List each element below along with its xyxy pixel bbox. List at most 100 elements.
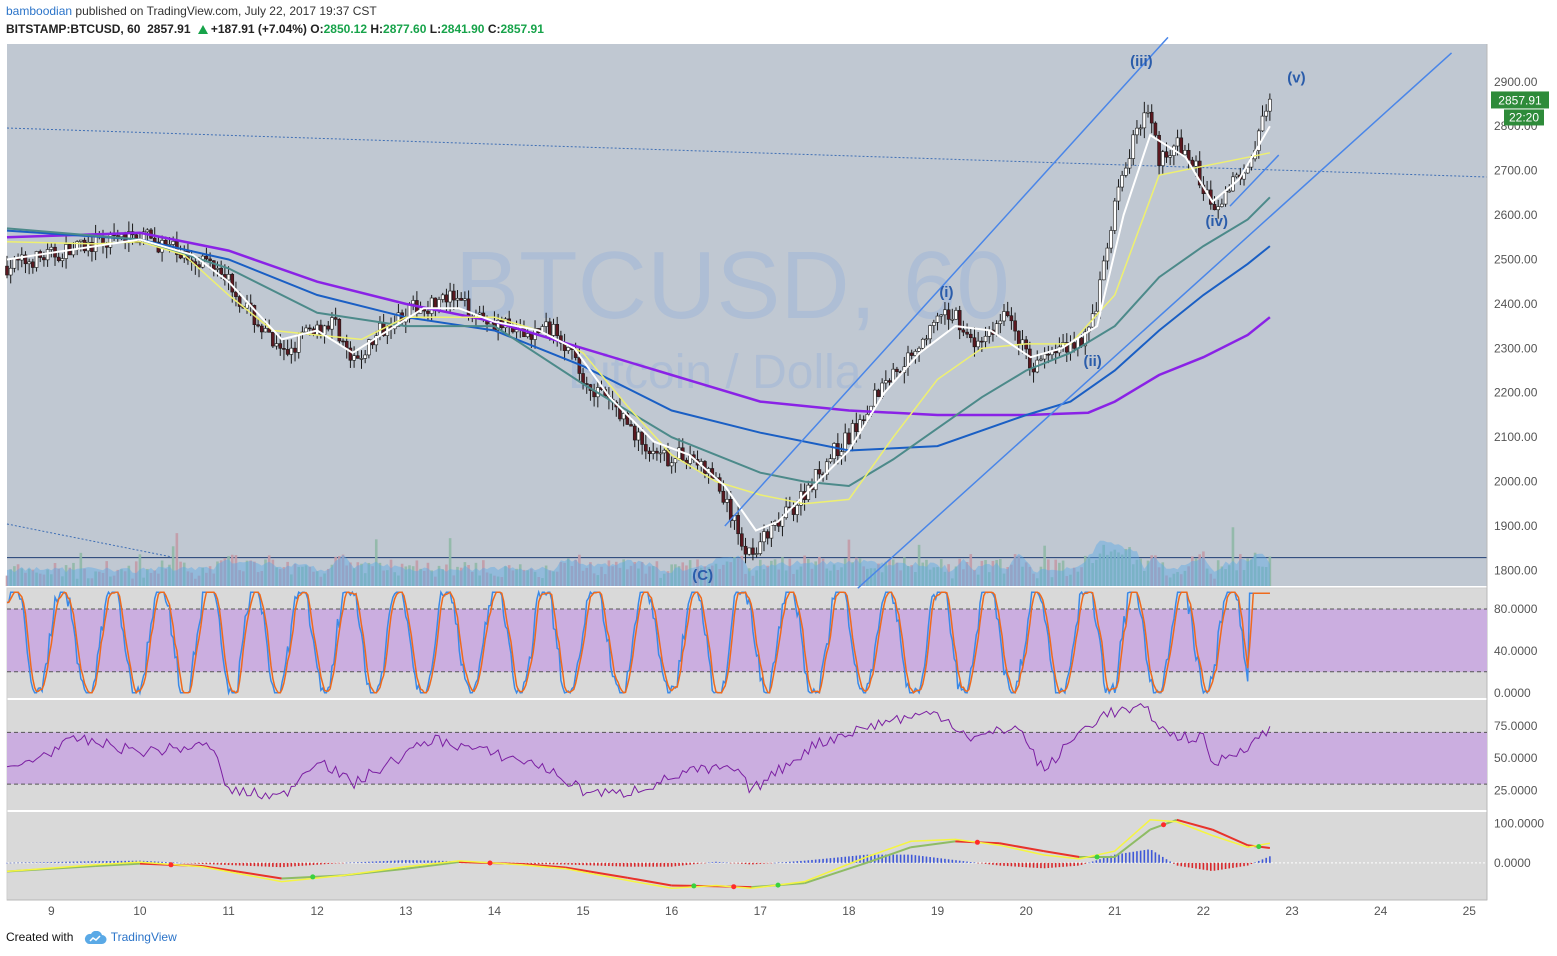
volume-bar	[404, 566, 408, 586]
macd-histogram-bar	[6, 862, 8, 864]
macd-histogram-bar	[83, 861, 86, 863]
volume-bar	[574, 559, 577, 586]
volume-bar	[352, 568, 356, 586]
volume-bar	[810, 568, 814, 586]
time-tick-label: 25	[1463, 904, 1477, 918]
macd-histogram-bar	[541, 862, 544, 865]
volume-bar	[781, 557, 784, 586]
macd-histogram-bar	[729, 862, 732, 864]
macd-histogram-bar	[412, 860, 414, 863]
candle-up	[1220, 203, 1224, 207]
volume-bar	[1028, 566, 1032, 586]
macd-histogram-bar	[39, 862, 42, 863]
volume-bar	[548, 570, 552, 586]
volume-bar	[190, 572, 193, 586]
candle-down	[197, 264, 201, 268]
volume-bar	[803, 555, 806, 586]
volume-bar	[1227, 565, 1231, 586]
macd-histogram-bar	[1113, 854, 1116, 863]
tradingview-link[interactable]: TradingView	[110, 930, 177, 944]
volume-bar	[1117, 552, 1120, 586]
low-label: L:	[429, 22, 442, 36]
macd-slow-segment	[627, 876, 672, 887]
candle-down	[1064, 342, 1069, 353]
author-link[interactable]: bamboodian	[6, 4, 73, 18]
volume-bar	[814, 561, 817, 586]
volume-bar	[1157, 567, 1161, 586]
candle-up	[455, 298, 460, 301]
volume-bar	[293, 563, 297, 586]
volume-bar	[589, 562, 592, 586]
volume-bar	[1032, 573, 1035, 586]
volume-bar	[530, 568, 533, 586]
macd-histogram-bar	[1147, 849, 1149, 863]
volume-bar	[223, 558, 227, 586]
candle-up	[935, 315, 940, 323]
volume-bar	[282, 567, 286, 586]
macd-histogram-bar	[1202, 862, 1205, 870]
macd-histogram-bar	[1010, 862, 1013, 867]
macd-histogram-bar	[1077, 862, 1079, 866]
volume-bar	[851, 562, 854, 586]
macd-histogram-bar	[814, 859, 817, 863]
macd-cross-dot	[310, 874, 316, 880]
volume-bar	[504, 566, 507, 586]
macd-histogram-bar	[430, 860, 433, 863]
volume-bar	[651, 566, 655, 586]
macd-histogram-bar	[741, 862, 743, 864]
volume-bar	[341, 554, 345, 586]
volume-bar	[1198, 554, 1202, 586]
volume-bar	[382, 570, 385, 586]
macd-histogram-bar	[275, 862, 278, 868]
macd-histogram-bar	[231, 862, 234, 866]
volume-bar	[921, 562, 925, 586]
volume-bar	[880, 572, 884, 586]
volume-bar	[323, 573, 326, 586]
volume-bar	[1261, 566, 1264, 586]
candle-up	[1175, 137, 1180, 147]
macd-cross-dot	[1161, 822, 1167, 828]
macd-slow-segment	[565, 866, 628, 879]
price-tick-label: 1900.00	[1494, 519, 1538, 533]
macd-histogram-bar	[375, 861, 378, 863]
price-tick-label: 2100.00	[1494, 430, 1538, 444]
candle-up	[463, 298, 467, 301]
candle-up	[824, 461, 829, 476]
candle-up	[440, 294, 445, 300]
candle-down	[1153, 122, 1158, 136]
volume-bar	[194, 578, 197, 586]
candle-up	[1039, 358, 1043, 361]
candle-up	[1234, 174, 1239, 178]
candle-up	[754, 553, 759, 555]
macd-histogram-bar	[124, 860, 126, 863]
macd-histogram-bar	[249, 862, 252, 866]
macd-histogram-bar	[50, 862, 53, 863]
candle-up	[45, 249, 50, 261]
volume-bar	[441, 569, 445, 586]
macd-histogram-bar	[1195, 862, 1197, 869]
channel-line-2	[857, 52, 1453, 589]
macd-histogram-bar	[1246, 862, 1249, 866]
macd-histogram-bar	[1132, 851, 1135, 863]
candle-down	[234, 291, 238, 297]
volume-bar	[338, 555, 341, 586]
volume-bar	[862, 566, 865, 586]
volume-bar	[112, 575, 116, 586]
macd-histogram-bar	[929, 857, 931, 863]
macd-histogram-bar	[187, 862, 189, 864]
macd-histogram-bar	[652, 862, 655, 867]
volume-bar	[855, 557, 858, 586]
macd-histogram-bar	[552, 862, 555, 865]
macd-histogram-bar	[829, 858, 832, 863]
volume-bar	[965, 562, 969, 586]
volume-bar	[1135, 559, 1139, 586]
candle-up	[1101, 260, 1106, 281]
channel-line-3	[1229, 154, 1280, 207]
candle-up	[884, 380, 888, 384]
macd-histogram-bar	[866, 854, 869, 863]
macd-histogram-bar	[168, 862, 171, 863]
volume-bar	[1176, 572, 1179, 586]
macd-histogram-bar	[907, 854, 909, 863]
macd-histogram-bar	[722, 862, 725, 863]
